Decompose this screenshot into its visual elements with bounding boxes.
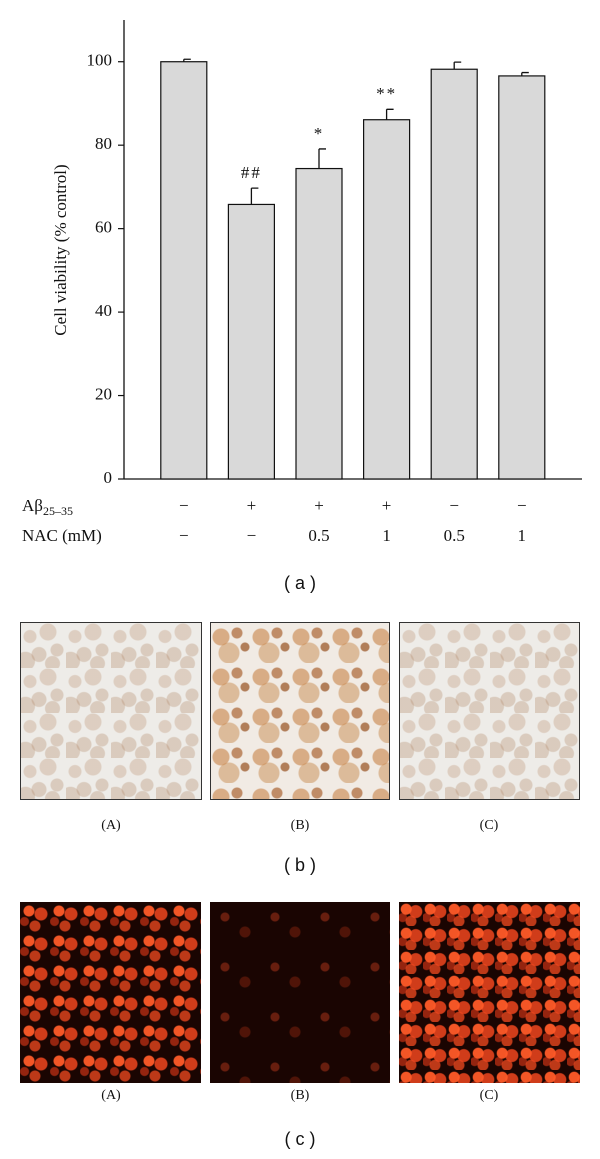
caption: ( a ) bbox=[283, 573, 316, 593]
fluorescence-image bbox=[210, 902, 390, 1083]
treatment-value: + bbox=[314, 496, 324, 515]
error-bar bbox=[453, 61, 462, 70]
panel-label: (B) bbox=[290, 818, 310, 833]
panel-label: (A) bbox=[101, 818, 121, 833]
bar bbox=[295, 167, 343, 480]
treatment-value: − bbox=[179, 496, 189, 515]
error-bar bbox=[385, 108, 394, 120]
micrograph bbox=[399, 622, 580, 800]
bar bbox=[430, 68, 478, 480]
caption: ( c ) bbox=[284, 1129, 316, 1149]
treatment-value: 0.5 bbox=[308, 526, 329, 545]
micrograph bbox=[20, 622, 202, 800]
fluorescence-image bbox=[20, 902, 201, 1083]
bar bbox=[363, 119, 411, 480]
error-bar bbox=[318, 148, 326, 169]
row-label: NAC (mM) bbox=[22, 526, 102, 545]
row-label: Aβ25–35 bbox=[22, 496, 73, 518]
y-tick-label: 20 bbox=[95, 384, 112, 403]
error-bar bbox=[521, 71, 529, 76]
error-bar bbox=[183, 58, 191, 62]
row-label-text: Aβ bbox=[22, 496, 43, 515]
treatment-value: − bbox=[179, 526, 189, 545]
row-label-text: NAC (mM) bbox=[22, 526, 102, 545]
treatment-value: 1 bbox=[518, 526, 527, 545]
significance-label: ** bbox=[376, 84, 397, 103]
y-tick-label: 100 bbox=[87, 51, 113, 70]
treatment-value: 0.5 bbox=[444, 526, 465, 545]
panel-label: (C) bbox=[479, 818, 499, 833]
treatment-value: − bbox=[517, 496, 527, 515]
caption: ( b ) bbox=[283, 855, 316, 875]
treatment-value: + bbox=[247, 496, 257, 515]
row-label-subscript: 25–35 bbox=[43, 504, 73, 518]
y-tick-label: 60 bbox=[95, 218, 112, 237]
error-bar bbox=[250, 187, 259, 205]
fluorescence-image bbox=[399, 902, 580, 1083]
significance-label: * bbox=[314, 124, 325, 143]
bar bbox=[227, 203, 275, 480]
significance-label: ## bbox=[241, 163, 262, 182]
y-tick-label: 40 bbox=[95, 301, 112, 320]
treatment-value: − bbox=[247, 526, 257, 545]
y-tick-label: 0 bbox=[104, 468, 113, 487]
treatment-value: 1 bbox=[382, 526, 391, 545]
panel-label: (B) bbox=[290, 1088, 310, 1103]
chart: Cell viability (% control) 0 20 40 60 80 100 #… bbox=[22, 20, 582, 545]
micrograph bbox=[210, 622, 390, 800]
panel-label: (C) bbox=[479, 1088, 499, 1103]
y-axis-label: Cell viability (% control) bbox=[51, 164, 70, 335]
treatment-value: + bbox=[382, 496, 392, 515]
bar bbox=[160, 61, 208, 480]
treatment-value: − bbox=[449, 496, 459, 515]
panel-label: (A) bbox=[101, 1088, 121, 1103]
bar bbox=[498, 75, 546, 480]
y-tick-label: 80 bbox=[95, 134, 112, 153]
